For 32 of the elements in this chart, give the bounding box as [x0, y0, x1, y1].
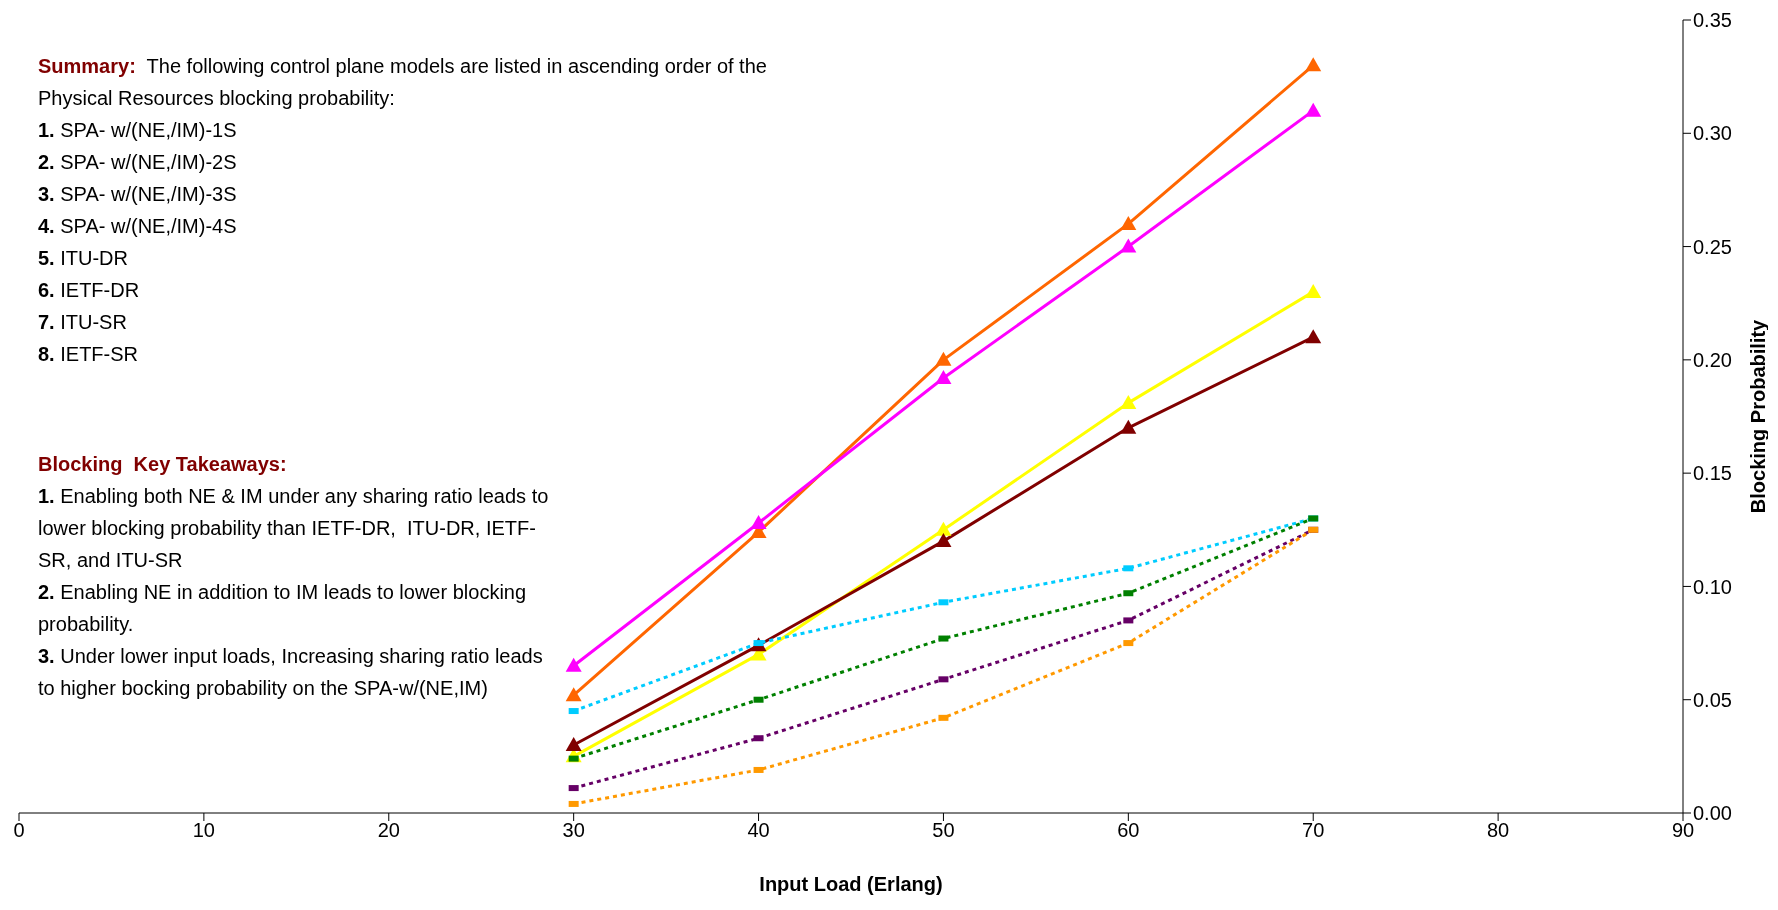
- x-tick-label: 10: [192, 819, 216, 842]
- y-tick-label: 0.30: [1693, 122, 1732, 145]
- x-tick-label: 50: [932, 819, 955, 842]
- y-tick-label: 0.20: [1693, 348, 1732, 371]
- annotation: 1. Enabling both NE & IM under any sharing ratio leads to lower blocking probability than IETF-DR, ITU-DR, IETF-SR, and ITU-SR: [38, 484, 550, 573]
- x-tick-label: 40: [747, 819, 770, 842]
- annotation: 1. SPA- w/(NE,/IM)-1S: [38, 118, 238, 143]
- x-tick-label: 90: [1671, 819, 1695, 842]
- x-tick-label: 60: [1117, 819, 1140, 842]
- y-tick-label: 0.25: [1693, 235, 1732, 258]
- annotation: 4. SPA- w/(NE,/IM)-4S: [38, 214, 238, 239]
- y-tick-label: 0.35: [1693, 9, 1732, 32]
- y-tick-label: 0.05: [1693, 688, 1732, 711]
- annotation: 3. SPA- w/(NE,/IM)-3S: [38, 182, 238, 207]
- x-tick-label: 30: [562, 819, 585, 842]
- annotation: Summary: The following control plane models are listed in ascending order of the Physical Resources blocking probability:: [38, 54, 768, 111]
- annotation: Blocking Key Takeaways:: [38, 453, 287, 475]
- x-axis-title: Input Load (Erlang): [759, 873, 943, 895]
- annotation: 3. Under lower input loads, Increasing sharing ratio leads to higher bocking probability on the SPA-w/(NE,IM): [38, 644, 544, 701]
- annotation: 8. IETF-SR: [38, 342, 140, 367]
- y-tick-label: 0.15: [1693, 462, 1732, 485]
- y-tick-label: 0.10: [1693, 575, 1732, 598]
- annotation: 2. SPA- w/(NE,/IM)-2S: [38, 150, 238, 175]
- annotation: 6. IETF-DR: [38, 278, 141, 303]
- x-tick-label: 80: [1486, 819, 1510, 842]
- annotation: 2. Enabling NE in addition to IM leads to lower blocking probability.: [38, 580, 528, 637]
- x-tick-label: 20: [377, 819, 400, 842]
- x-tick-label: 70: [1302, 819, 1325, 842]
- y-tick-label: 0.00: [1693, 802, 1732, 825]
- annotation: 7. ITU-SR: [38, 310, 128, 335]
- x-tick-label: 0: [13, 819, 25, 842]
- annotation: 5. ITU-DR: [38, 246, 129, 271]
